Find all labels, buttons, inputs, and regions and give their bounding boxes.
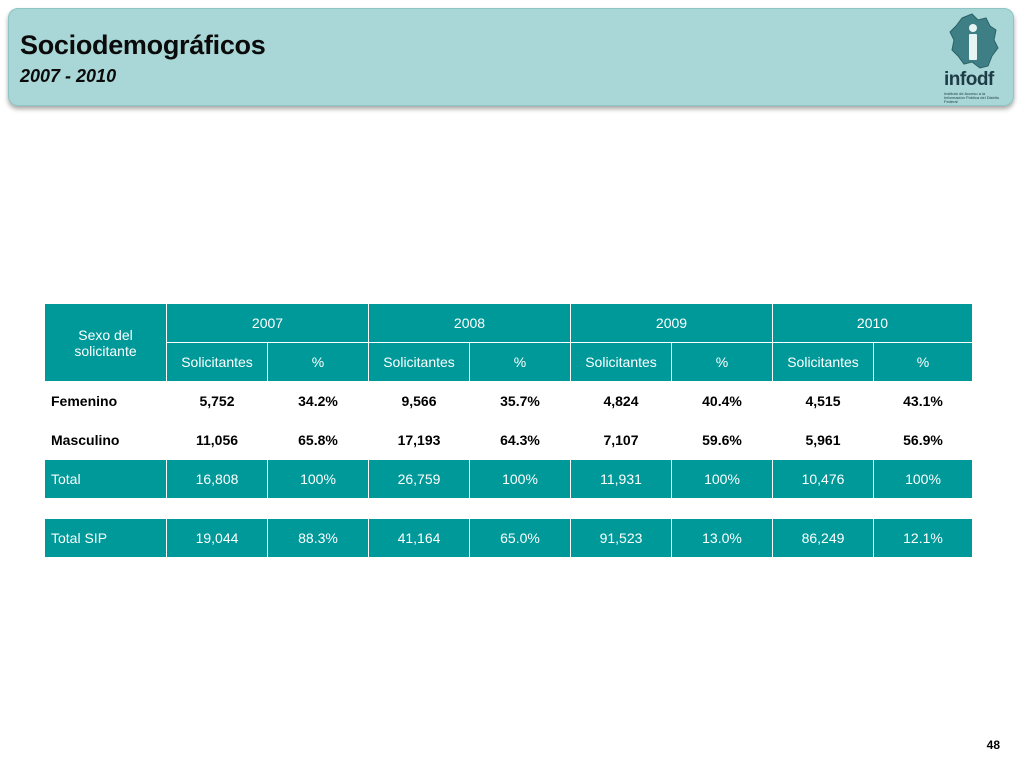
table-cell: 4,515 [772, 381, 874, 421]
year-header: 2007 [166, 303, 369, 343]
sociodemographics-table: Sexo del solicitante 2007 2008 2009 2010… [44, 303, 973, 499]
subheader-row: Solicitantes % Solicitantes % Solicitant… [45, 342, 973, 382]
infodf-logo: infodf Instituto de Acceso a la Informac… [942, 12, 1006, 104]
table-cell: 56.9% [873, 420, 973, 460]
table-cell: 5,961 [772, 420, 874, 460]
table-cell: 41,164 [368, 518, 470, 558]
row-label: Femenino [44, 381, 167, 421]
logo-subtext: Instituto de Acceso a la Información Púb… [944, 91, 1000, 104]
row-label: Masculino [44, 420, 167, 460]
table-cell: 11,056 [166, 420, 268, 460]
table-cell: 43.1% [873, 381, 973, 421]
table-cell: 88.3% [267, 518, 369, 558]
table-cell: 19,044 [166, 518, 268, 558]
map-icon [949, 13, 999, 69]
table-cell: 64.3% [469, 420, 571, 460]
table-cell: 100% [267, 459, 369, 499]
year-header: 2009 [570, 303, 773, 343]
table-cell: 16,808 [166, 459, 268, 499]
page-title: Sociodemográficos [20, 30, 266, 60]
column-header: Solicitantes [166, 342, 268, 382]
table-row: Masculino 11,056 65.8% 17,193 64.3% 7,10… [44, 420, 973, 460]
table-cell: 65.8% [267, 420, 369, 460]
corner-header: Sexo del solicitante [44, 303, 167, 382]
table-cell: 100% [873, 459, 973, 499]
table-cell: 91,523 [570, 518, 672, 558]
column-header: % [469, 342, 571, 382]
page-subtitle: 2007 - 2010 [20, 66, 117, 86]
table-cell: 100% [671, 459, 773, 499]
table-cell: 100% [469, 459, 571, 499]
table-cell: 7,107 [570, 420, 672, 460]
table-cell: 34.2% [267, 381, 369, 421]
year-header: 2010 [772, 303, 973, 343]
table-cell: 12.1% [873, 518, 973, 558]
table-cell: 10,476 [772, 459, 874, 499]
table-cell: 5,752 [166, 381, 268, 421]
sip-row: Total SIP 19,044 88.3% 41,164 65.0% 91,5… [44, 518, 973, 558]
table-cell: 26,759 [368, 459, 470, 499]
table-cell: 17,193 [368, 420, 470, 460]
column-header: % [873, 342, 973, 382]
year-header: 2008 [368, 303, 571, 343]
title-banner: Sociodemográficos 2007 - 2010 infodf Ins… [8, 8, 1014, 106]
table-cell: 40.4% [671, 381, 773, 421]
table-cell: 4,824 [570, 381, 672, 421]
table-cell: 65.0% [469, 518, 571, 558]
total-row: Total 16,808 100% 26,759 100% 11,931 100… [44, 459, 973, 499]
table-cell: 35.7% [469, 381, 571, 421]
page-number: 48 [986, 738, 1000, 752]
table-cell: 9,566 [368, 381, 470, 421]
table-cell: 13.0% [671, 518, 773, 558]
column-header: Solicitantes [570, 342, 672, 382]
logo-text: infodf [944, 69, 994, 90]
column-header: Solicitantes [368, 342, 470, 382]
table-cell: 59.6% [671, 420, 773, 460]
table-cell: 86,249 [772, 518, 874, 558]
row-label: Total [44, 459, 167, 499]
year-header-row: Sexo del solicitante 2007 2008 2009 2010 [44, 303, 973, 382]
table-cell: 11,931 [570, 459, 672, 499]
table-row: Femenino 5,752 34.2% 9,566 35.7% 4,824 4… [44, 381, 973, 421]
sip-total-table: Total SIP 19,044 88.3% 41,164 65.0% 91,5… [44, 518, 973, 558]
column-header: Solicitantes [772, 342, 874, 382]
row-label: Total SIP [44, 518, 167, 558]
column-header: % [671, 342, 773, 382]
column-header: % [267, 342, 369, 382]
